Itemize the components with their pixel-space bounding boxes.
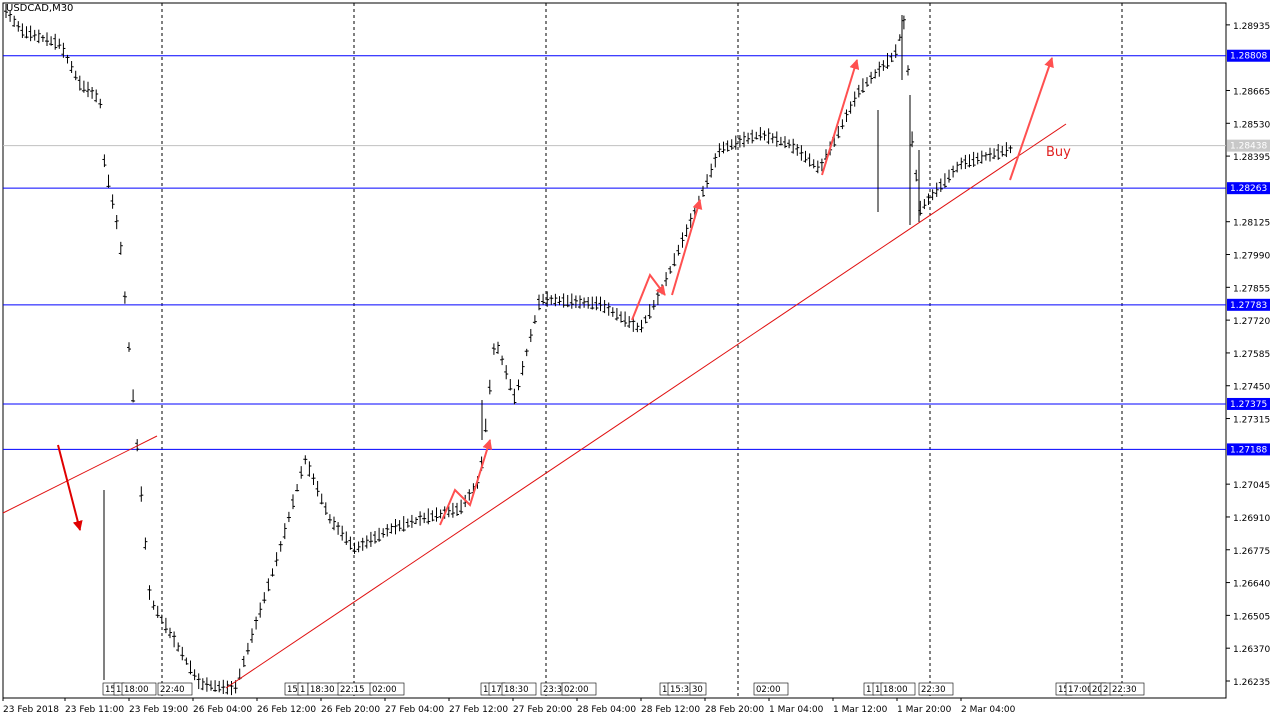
plot-frame [2, 2, 1227, 699]
event-tag-label: 15 [287, 685, 298, 695]
event-tag-box [880, 682, 916, 696]
x-tick-label: 27 Feb 20:00 [513, 705, 572, 715]
event-tag-label: 1 [662, 685, 667, 695]
up-arrow [671, 199, 703, 296]
y-tick-label: 1.28395 [1233, 153, 1270, 163]
y-tick-label: 1.27045 [1233, 481, 1270, 491]
y-tick-label: 1.27315 [1233, 416, 1270, 426]
event-tag-label: 2 [1103, 685, 1108, 695]
x-tick-label: 26 Feb 04:00 [193, 705, 252, 715]
y-tick-label: 1.27585 [1233, 350, 1270, 360]
level-price-tag [1227, 443, 1270, 456]
current-price-label: 1.28438 [1230, 142, 1267, 152]
event-tag-box [918, 682, 954, 696]
event-tag-box [157, 682, 193, 696]
event-tag-label: 1 [116, 685, 121, 695]
x-tick-label: 28 Feb 04:00 [577, 705, 636, 715]
event-tag-label: 02:00 [564, 685, 589, 695]
x-tick-label: 1 Mar 20:00 [897, 705, 952, 715]
event-tag-label: 02:00 [756, 685, 781, 695]
level-price-tag [1227, 298, 1270, 311]
y-tick-label: 1.27720 [1233, 317, 1270, 327]
up-arrow [821, 59, 860, 176]
level-price-label: 1.28808 [1230, 52, 1267, 62]
y-tick-label: 1.28935 [1233, 22, 1270, 32]
event-tag-label: 22:30 [921, 685, 946, 695]
event-tag-label: 30 [692, 685, 703, 695]
trendline-up [225, 123, 1067, 689]
y-tick-label: 1.28125 [1233, 219, 1270, 229]
event-tag-label: 22:30 [1112, 685, 1137, 695]
y-tick-label: 1.28530 [1233, 120, 1270, 130]
level-price-tag [1227, 182, 1270, 195]
up-arrow [1009, 57, 1054, 181]
x-tick-label: 23 Feb 11:00 [65, 705, 124, 715]
event-tag-label: 15 [105, 685, 116, 695]
buy-annotation: Buy [1046, 145, 1071, 160]
y-tick-label: 1.26910 [1233, 514, 1270, 524]
y-tick-label: 1.26640 [1233, 580, 1270, 590]
trendline-down [2, 435, 158, 514]
event-tag-label: 1 [300, 685, 305, 695]
up-arrow [439, 439, 493, 526]
event-tag-box [561, 682, 597, 696]
x-tick-label: 28 Feb 20:00 [705, 705, 764, 715]
y-tick-label: 1.26775 [1233, 547, 1270, 557]
y-tick-label: 1.27450 [1233, 383, 1270, 393]
x-tick-label: 27 Feb 12:00 [449, 705, 508, 715]
x-tick-label: 27 Feb 04:00 [385, 705, 444, 715]
event-tag-label: 17 [491, 685, 502, 695]
event-tag-label: 18:00 [124, 685, 149, 695]
x-tick-label: 23 Feb 19:00 [129, 705, 188, 715]
event-tag-label: 15 [1058, 685, 1069, 695]
level-price-tag [1227, 397, 1270, 410]
event-tag-box [753, 682, 789, 696]
x-tick-label: 2 Mar 04:00 [961, 705, 1016, 715]
event-tag-label: 23:3 [543, 685, 562, 695]
event-tag-label: 02:00 [372, 685, 397, 695]
event-tag-box [1109, 682, 1145, 696]
y-tick-label: 1.26370 [1233, 645, 1270, 655]
event-tag-box [501, 682, 537, 696]
event-tag-label: 1 [875, 685, 880, 695]
y-tick-label: 1.26235 [1233, 678, 1270, 688]
x-tick-label: 26 Feb 12:00 [257, 705, 316, 715]
x-tick-label: 28 Feb 12:00 [641, 705, 700, 715]
event-tag-label: 17:00 [1068, 685, 1093, 695]
y-tick-label: 1.28665 [1233, 87, 1270, 97]
y-tick-label: 1.27990 [1233, 252, 1270, 262]
event-tag-label: 22:15 [340, 685, 365, 695]
event-tag-box [369, 682, 405, 696]
event-tag-label: 18:30 [310, 685, 335, 695]
event-tag-label: 18:00 [883, 685, 908, 695]
event-tag-label: 1 [483, 685, 488, 695]
y-tick-label: 1.26505 [1233, 612, 1270, 622]
event-tag-label: 1 [866, 685, 871, 695]
event-tag-label: 15:30 [670, 685, 695, 695]
level-price-label: 1.28263 [1230, 184, 1267, 194]
symbol-title: USDCAD,M30 [6, 3, 74, 14]
event-tag-label: 20 [1092, 685, 1103, 695]
event-tag-box [121, 682, 157, 696]
x-tick-label: 1 Mar 04:00 [769, 705, 824, 715]
level-price-label: 1.27375 [1230, 400, 1267, 410]
level-price-tag [1227, 49, 1270, 62]
down-arrow [57, 444, 83, 531]
current-price-tag [1227, 139, 1270, 152]
x-tick-label: 1 Mar 12:00 [833, 705, 888, 715]
level-price-label: 1.27783 [1230, 301, 1267, 311]
x-tick-label: 23 Feb 2018 [3, 705, 59, 715]
y-tick-label: 1.27855 [1233, 284, 1270, 294]
up-arrow [631, 272, 666, 321]
x-tick-label: 26 Feb 20:00 [321, 705, 380, 715]
event-tag-label: 18:30 [504, 685, 529, 695]
event-tag-label: 22:40 [160, 685, 185, 695]
level-price-label: 1.27188 [1230, 445, 1267, 455]
event-tag-box [689, 682, 707, 696]
